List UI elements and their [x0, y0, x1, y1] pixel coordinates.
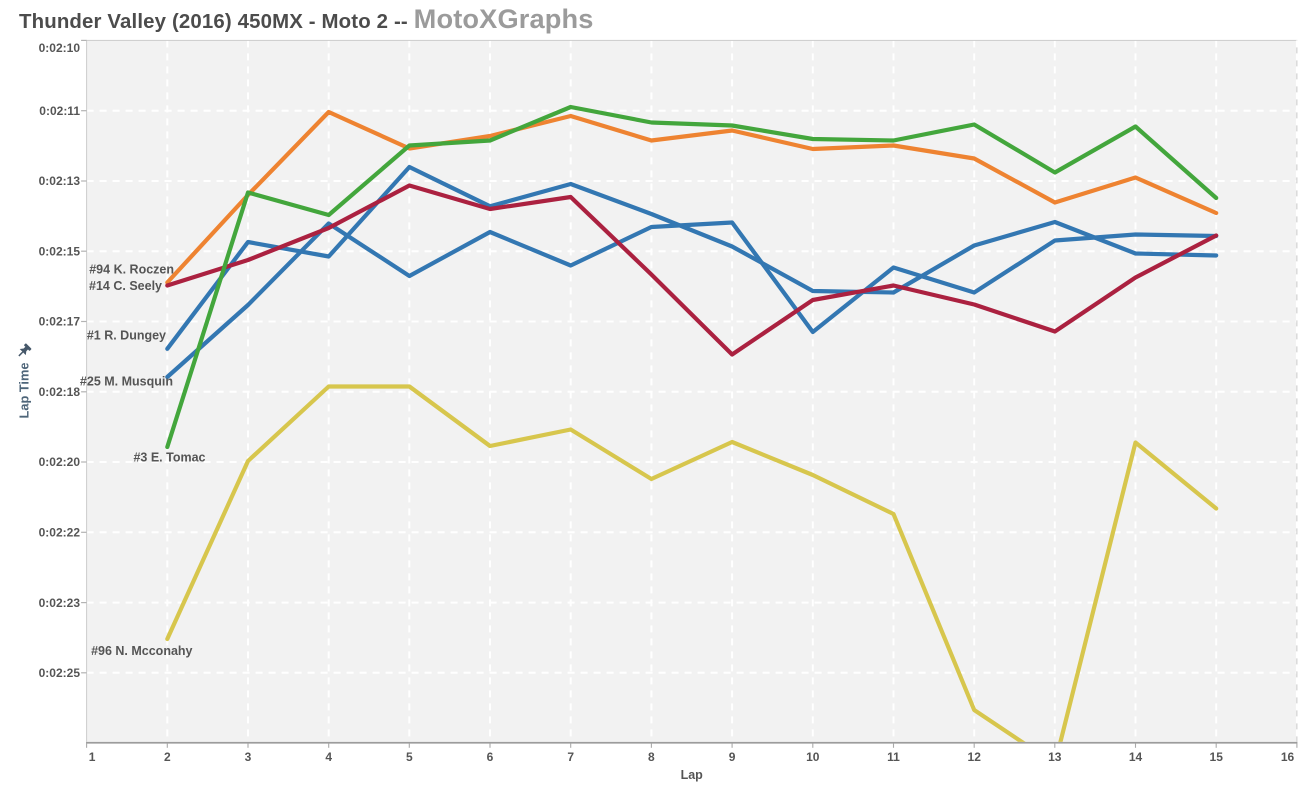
svg-text:0:02:17: 0:02:17: [39, 315, 81, 329]
svg-text:14: 14: [1129, 750, 1143, 764]
svg-text:0:02:22: 0:02:22: [39, 526, 81, 540]
svg-text:#94 K. Roczen: #94 K. Roczen: [89, 262, 174, 276]
svg-text:0:02:18: 0:02:18: [39, 385, 81, 399]
svg-text:0:02:15: 0:02:15: [39, 244, 81, 258]
svg-text:5: 5: [406, 750, 413, 764]
svg-text:15: 15: [1210, 750, 1224, 764]
svg-text:13: 13: [1048, 750, 1062, 764]
svg-text:7: 7: [567, 750, 574, 764]
svg-text:Thunder Valley (2016) 450MX -: Thunder Valley (2016) 450MX - Moto 2 -- …: [19, 3, 594, 34]
svg-text:16: 16: [1281, 750, 1295, 764]
svg-text:1: 1: [89, 750, 96, 764]
svg-text:Lap Time: Lap Time: [16, 363, 31, 419]
svg-text:4: 4: [325, 750, 332, 764]
svg-text:8: 8: [648, 750, 655, 764]
svg-text:0:02:20: 0:02:20: [39, 455, 81, 469]
svg-text:3: 3: [245, 750, 252, 764]
svg-text:#1 R. Dungey: #1 R. Dungey: [87, 328, 166, 342]
svg-text:0:02:23: 0:02:23: [39, 596, 81, 610]
svg-text:6: 6: [487, 750, 494, 764]
svg-text:0:02:10: 0:02:10: [39, 41, 81, 55]
svg-text:12: 12: [968, 750, 982, 764]
svg-text:11: 11: [887, 750, 900, 764]
svg-text:#96 N. Mcconahy: #96 N. Mcconahy: [91, 644, 192, 658]
svg-text:0:02:13: 0:02:13: [39, 174, 81, 188]
svg-text:#3 E. Tomac: #3 E. Tomac: [133, 450, 205, 464]
svg-text:0:02:25: 0:02:25: [39, 666, 81, 680]
svg-text:9: 9: [729, 750, 736, 764]
svg-text:10: 10: [806, 750, 820, 764]
svg-text:#14 C. Seely: #14 C. Seely: [89, 279, 162, 293]
svg-text:0:02:11: 0:02:11: [39, 104, 80, 118]
svg-text:Lap: Lap: [681, 768, 704, 782]
svg-text:2: 2: [164, 750, 171, 764]
svg-text:#25 M. Musquin: #25 M. Musquin: [80, 374, 173, 388]
